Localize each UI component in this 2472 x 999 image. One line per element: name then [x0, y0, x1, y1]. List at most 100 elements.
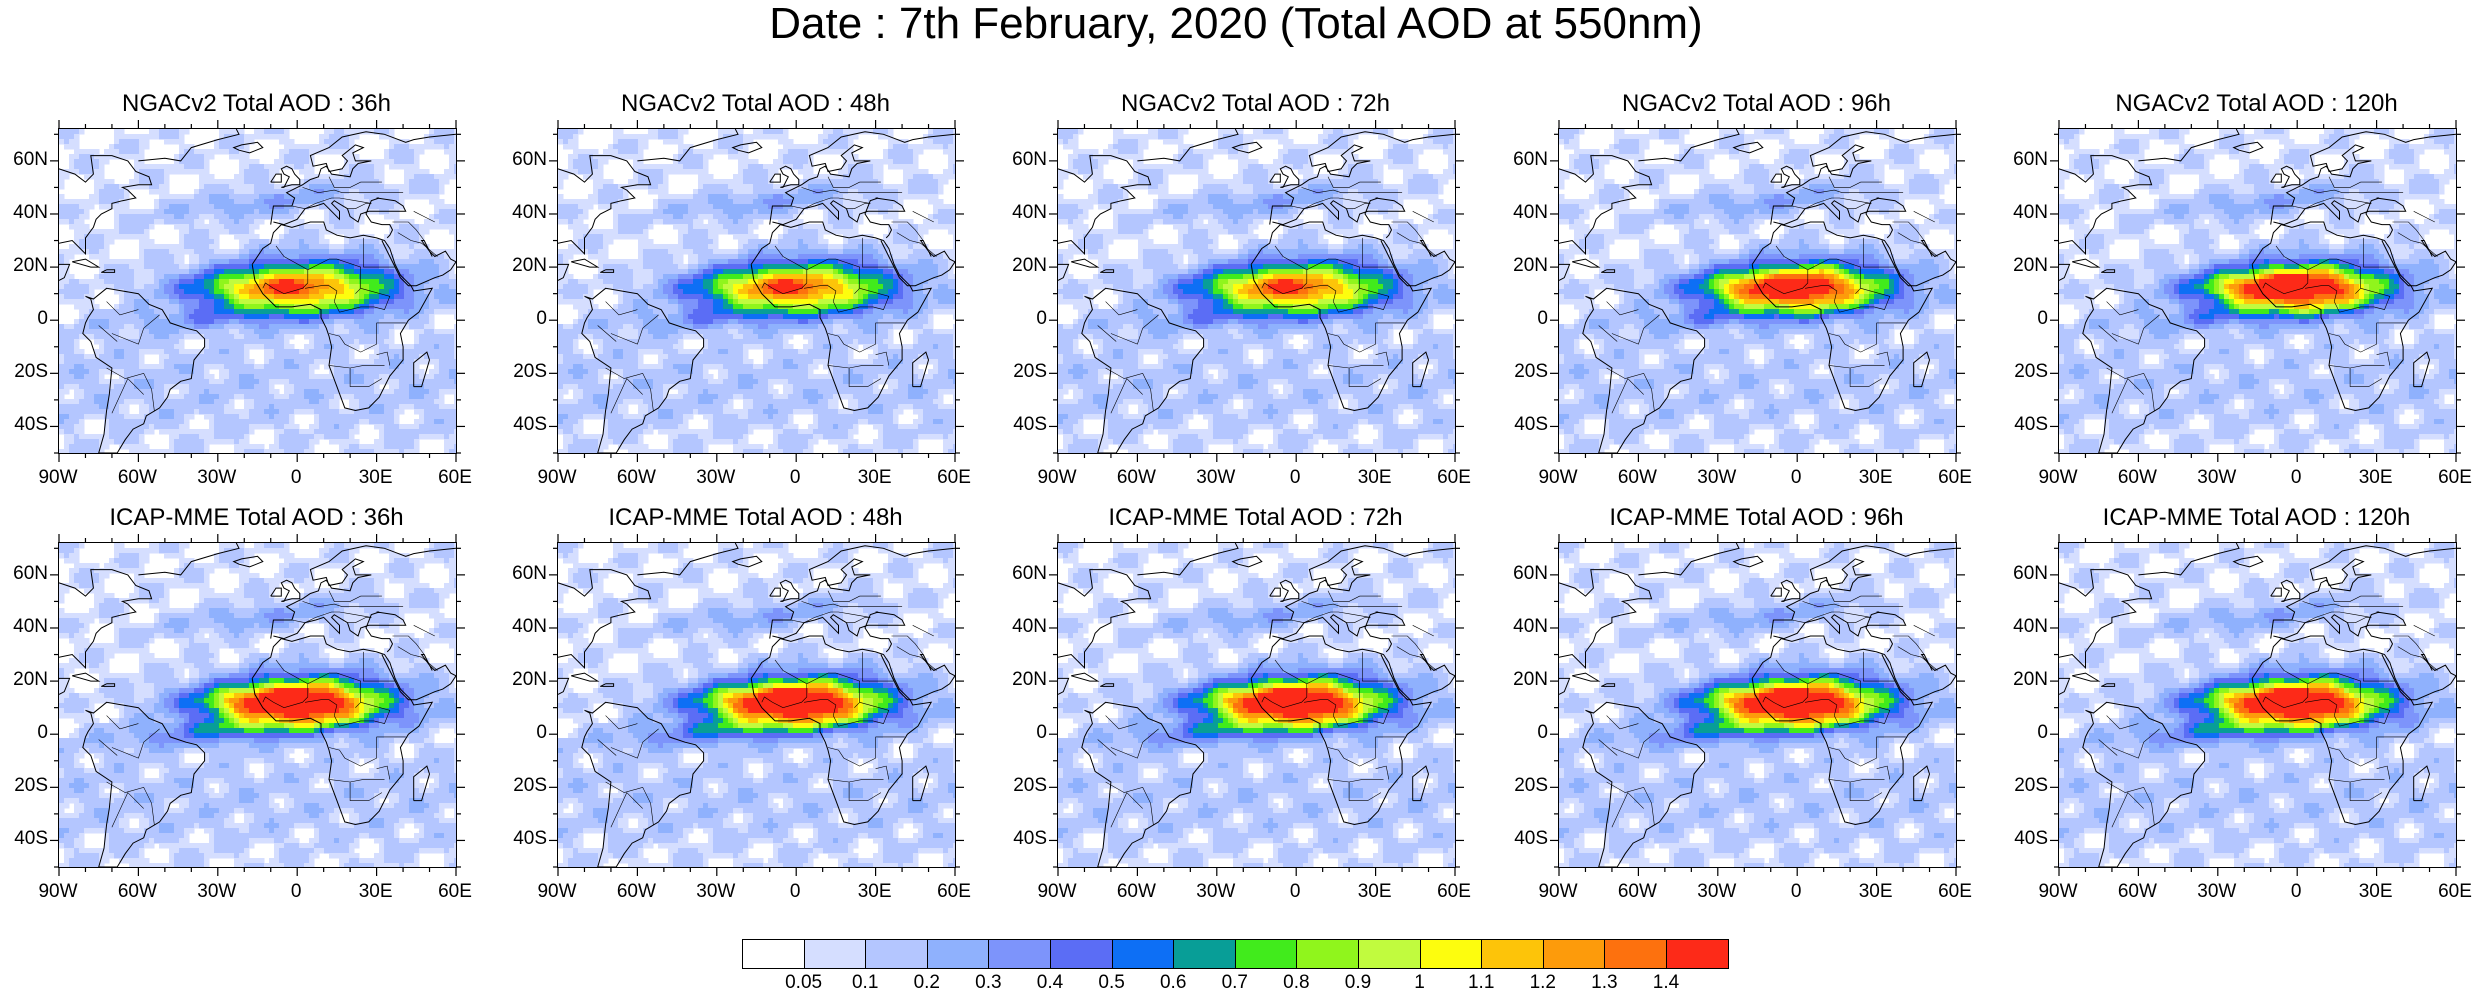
lat-tick-label: 20N: [503, 670, 547, 690]
lon-tick-label: 30E: [2346, 468, 2406, 488]
lon-tick-label: 60E: [1925, 882, 1985, 902]
lat-tick-label: 0: [503, 723, 547, 743]
figure-title: Date : 7th February, 2020 (Total AOD at …: [0, 2, 2472, 46]
lon-tick-label: 60W: [1607, 882, 1667, 902]
colorbar-label: 0.9: [1328, 973, 1388, 993]
lon-tick-label: 0: [765, 882, 825, 902]
lon-tick-label: 0: [1766, 882, 1826, 902]
lon-tick-label: 30W: [1687, 468, 1747, 488]
lon-tick-label: 60E: [1424, 882, 1484, 902]
panel-title: ICAP-MME Total AOD : 36h: [0, 504, 515, 532]
map-frame: [1558, 542, 1957, 868]
lat-tick-label: 40N: [2004, 617, 2048, 637]
panel-title: NGACv2 Total AOD : 48h: [497, 90, 1014, 118]
panel-title: NGACv2 Total AOD : 72h: [997, 90, 1514, 118]
lat-tick-label: 0: [4, 723, 48, 743]
lat-tick-label: 20N: [1504, 256, 1548, 276]
map-frame: [1558, 128, 1957, 454]
lat-tick-label: 20N: [2004, 670, 2048, 690]
lon-tick-label: 60E: [2425, 468, 2472, 488]
lat-tick-label: 20N: [4, 256, 48, 276]
lat-tick-label: 40N: [2004, 203, 2048, 223]
panel-title: ICAP-MME Total AOD : 48h: [497, 504, 1014, 532]
aod-field: [1559, 129, 1956, 453]
colorbar-swatch: [1296, 939, 1359, 969]
map-frame: [1057, 542, 1456, 868]
lon-tick-label: 30W: [686, 882, 746, 902]
lon-tick-label: 0: [1766, 468, 1826, 488]
colorbar-label: 1.4: [1636, 973, 1696, 993]
lat-tick-label: 60N: [1504, 150, 1548, 170]
lon-tick-label: 0: [266, 468, 326, 488]
lat-tick-label: 20S: [4, 362, 48, 382]
lon-tick-label: 30E: [2346, 882, 2406, 902]
lat-tick-label: 40N: [1003, 617, 1047, 637]
lon-tick-label: 0: [765, 468, 825, 488]
aod-field: [558, 129, 955, 453]
lat-tick-label: 20N: [2004, 256, 2048, 276]
colorbar-label: 0.05: [774, 973, 834, 993]
lon-tick-label: 90W: [1027, 468, 1087, 488]
colorbar-swatch: [865, 939, 928, 969]
lat-tick-label: 60N: [2004, 150, 2048, 170]
lat-tick-label: 20S: [503, 776, 547, 796]
colorbar-label: 0.7: [1205, 973, 1265, 993]
map-frame: [2058, 542, 2457, 868]
lon-tick-label: 60W: [1106, 882, 1166, 902]
lat-tick-label: 20N: [503, 256, 547, 276]
lat-tick-label: 60N: [503, 564, 547, 584]
lon-tick-label: 30E: [1345, 882, 1405, 902]
colorbar-label: 1.2: [1513, 973, 1573, 993]
colorbar-swatch: [1481, 939, 1544, 969]
lon-tick-label: 30E: [1846, 468, 1906, 488]
lat-tick-label: 0: [1504, 723, 1548, 743]
lat-tick-label: 40N: [4, 203, 48, 223]
map-frame: [1057, 128, 1456, 454]
lon-tick-label: 60E: [1424, 468, 1484, 488]
lat-tick-label: 0: [503, 309, 547, 329]
lon-tick-label: 60E: [1925, 468, 1985, 488]
colorbar-label: 1.1: [1451, 973, 1511, 993]
lat-tick-label: 20S: [1504, 776, 1548, 796]
aod-field: [1559, 543, 1956, 867]
lon-tick-label: 60E: [2425, 882, 2472, 902]
lat-tick-label: 0: [1504, 309, 1548, 329]
lat-tick-label: 40S: [2004, 415, 2048, 435]
lat-tick-label: 60N: [1003, 150, 1047, 170]
lon-tick-label: 30W: [187, 468, 247, 488]
lon-tick-label: 60W: [107, 468, 167, 488]
colorbar-swatch: [1604, 939, 1667, 969]
lat-tick-label: 40S: [503, 829, 547, 849]
map-frame: [58, 542, 457, 868]
panel-title: NGACv2 Total AOD : 120h: [1998, 90, 2472, 118]
colorbar-swatch: [1235, 939, 1298, 969]
lon-tick-label: 0: [2266, 468, 2326, 488]
colorbar-label: 1.3: [1574, 973, 1634, 993]
lat-tick-label: 40N: [1504, 203, 1548, 223]
lon-tick-label: 30E: [845, 882, 905, 902]
colorbar-swatch: [1666, 939, 1729, 969]
aod-field: [1058, 129, 1455, 453]
lat-tick-label: 0: [1003, 309, 1047, 329]
lon-tick-label: 30W: [1186, 468, 1246, 488]
lon-tick-label: 90W: [1528, 468, 1588, 488]
panel-title: NGACv2 Total AOD : 96h: [1498, 90, 2015, 118]
lon-tick-label: 90W: [28, 882, 88, 902]
colorbar-swatch: [1173, 939, 1236, 969]
colorbar-label: 0.3: [958, 973, 1018, 993]
panel-title: NGACv2 Total AOD : 36h: [0, 90, 515, 118]
lon-tick-label: 90W: [1027, 882, 1087, 902]
lat-tick-label: 40N: [503, 617, 547, 637]
lat-tick-label: 60N: [4, 150, 48, 170]
colorbar-swatch: [988, 939, 1051, 969]
aod-field: [558, 543, 955, 867]
colorbar-swatch: [742, 939, 805, 969]
lon-tick-label: 60W: [2107, 468, 2167, 488]
map-frame: [2058, 128, 2457, 454]
